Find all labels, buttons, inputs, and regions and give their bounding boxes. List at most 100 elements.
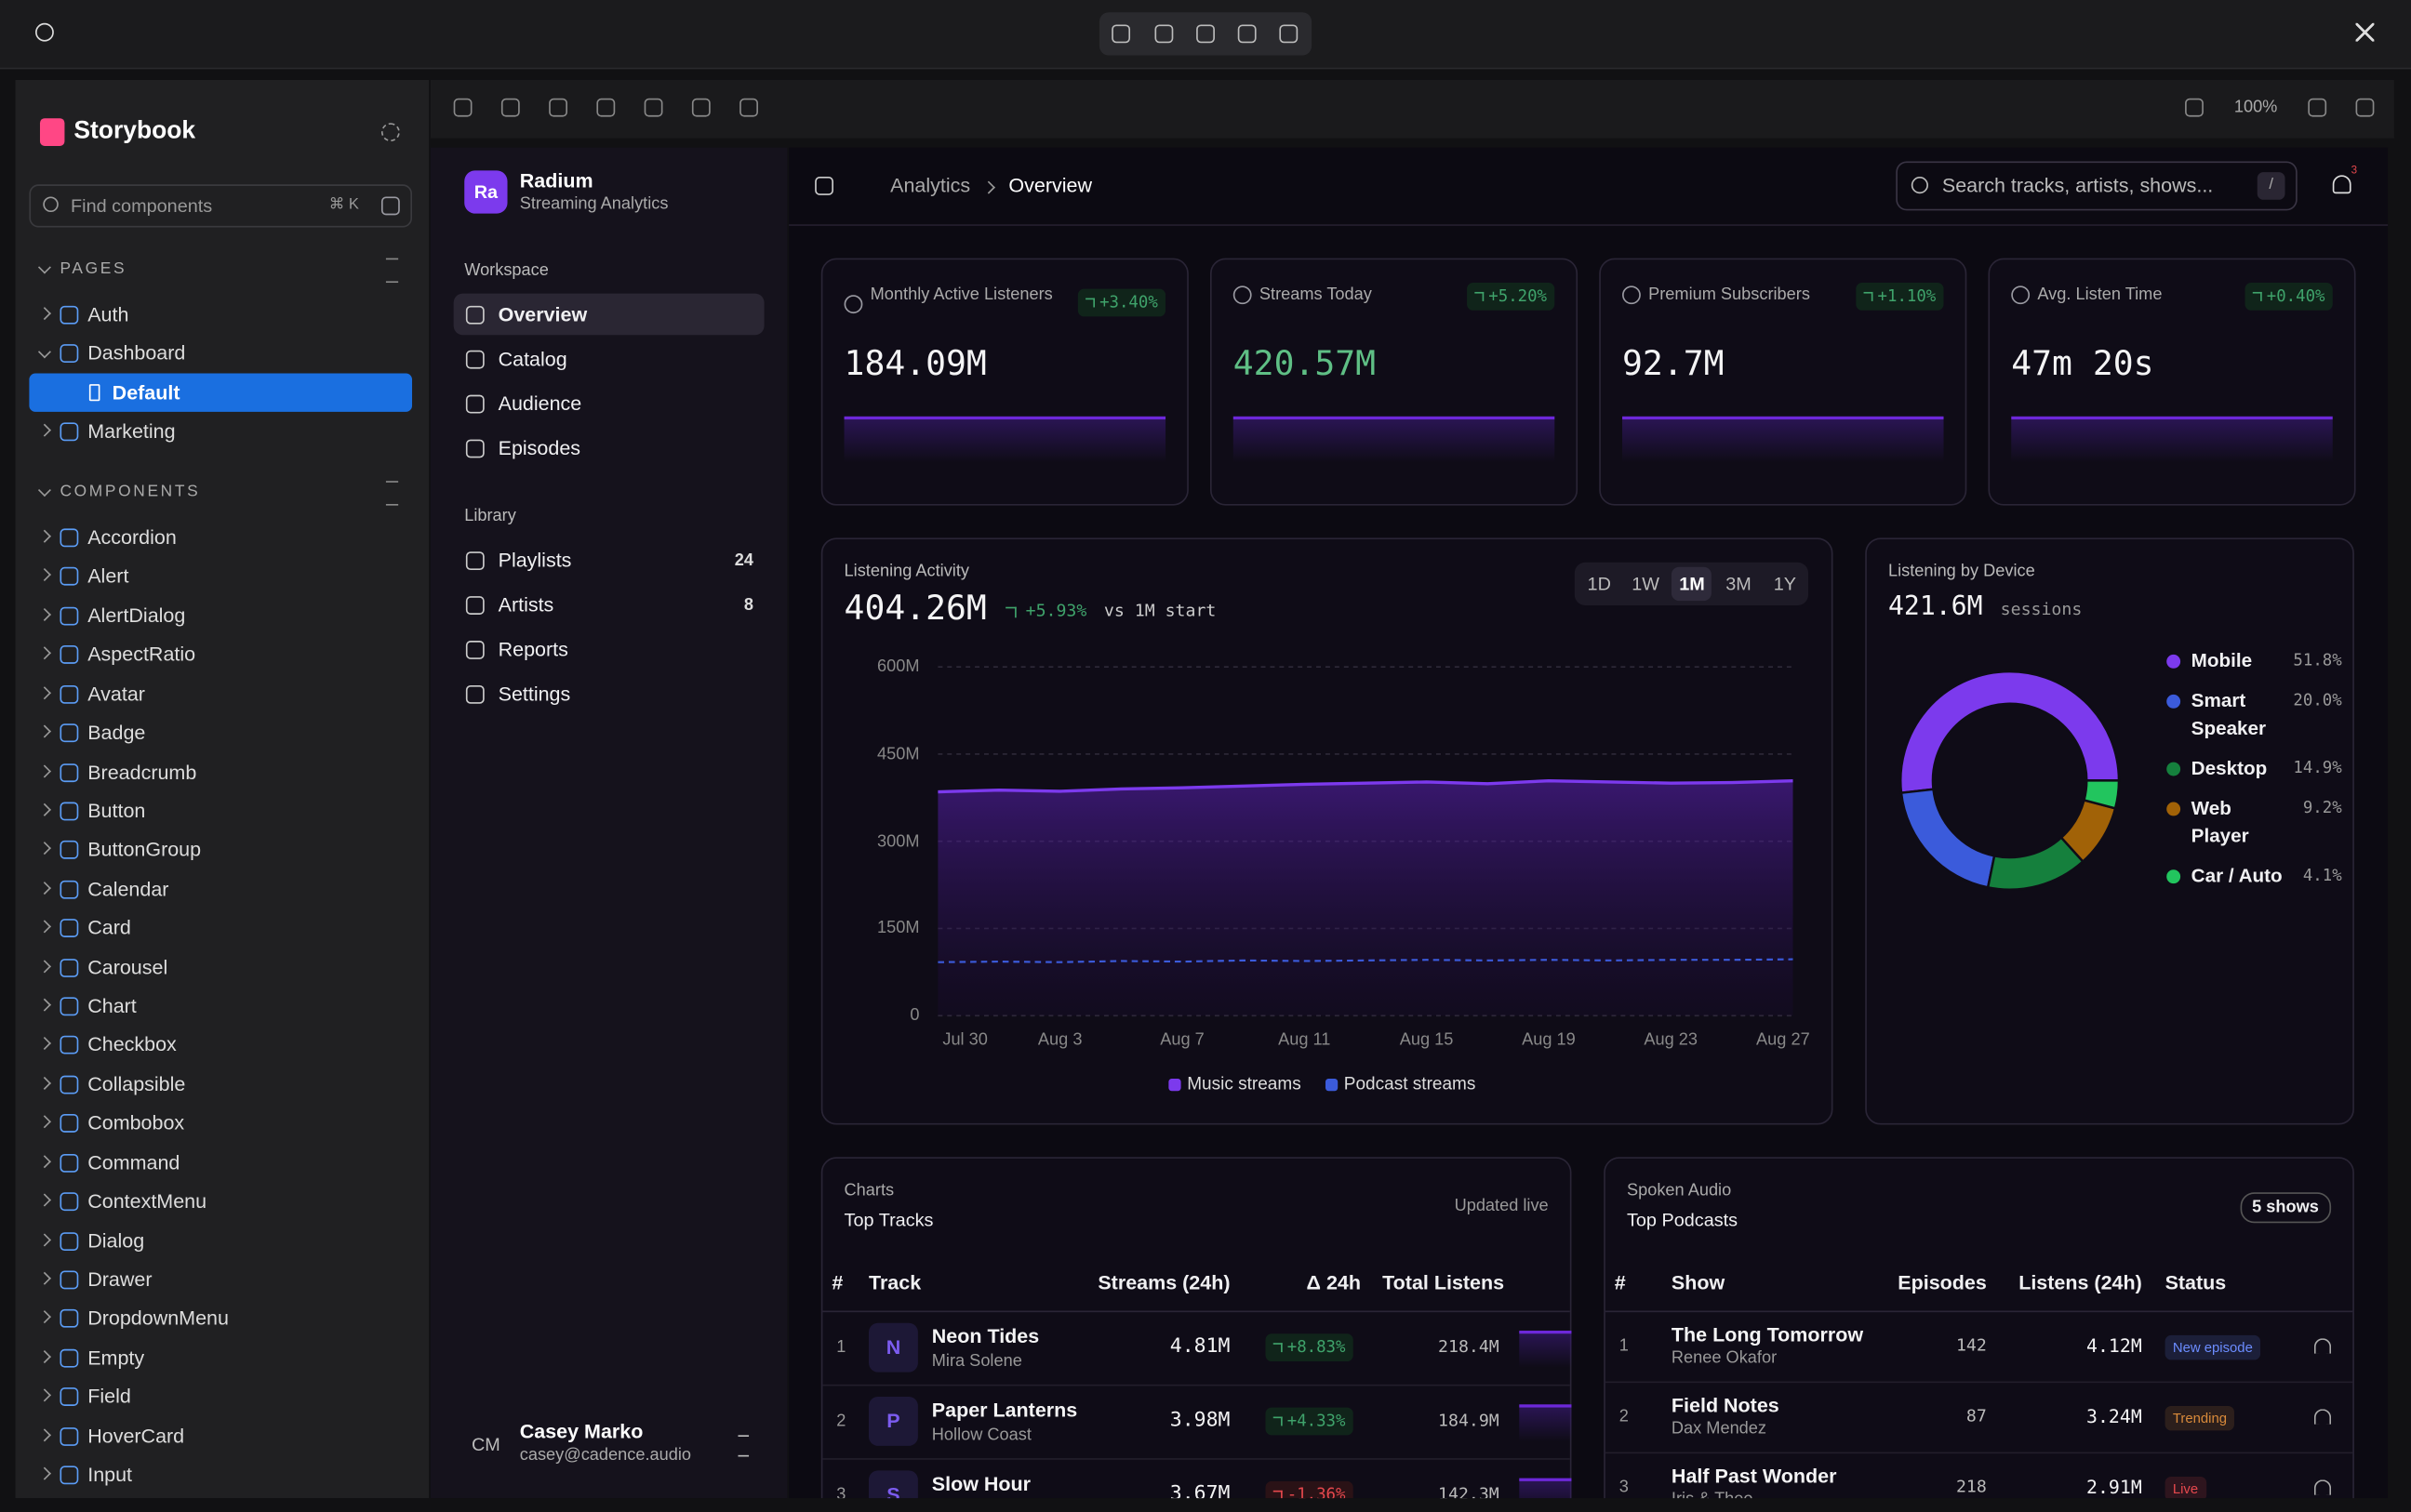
tree-item[interactable]: Field [87,1385,131,1408]
tracks-card [820,1157,1572,1499]
shortcut-key [2257,172,2285,200]
tree-item[interactable]: ContextMenu [87,1189,207,1213]
settings-icon[interactable] [380,123,400,142]
user-menu[interactable] [738,1435,750,1457]
listen-icon[interactable] [2313,1338,2332,1354]
tree-item[interactable]: Checkbox [87,1033,177,1056]
track-sparkline [1519,1330,1572,1368]
notification-count: 3 [2351,166,2358,178]
component-icon [60,606,79,626]
tree-item[interactable]: Button [87,799,146,822]
expand-icon[interactable] [385,481,399,506]
sidebar-bg [15,79,430,1499]
row-rank: 3 [836,1485,846,1505]
tree-item[interactable]: Command [87,1150,180,1174]
component-icon [60,997,79,1016]
component-icon [60,1270,79,1290]
tree-item[interactable]: Carousel [87,955,168,978]
track-sparkline [1519,1404,1572,1441]
toolbar-button [2185,98,2204,117]
track-title: Slow Hour [931,1471,1032,1495]
tree-item[interactable]: Auth [87,302,129,326]
component-icon [60,528,79,548]
track-total: 142.3M [1438,1484,1499,1505]
nav-item[interactable]: Audience [498,391,582,415]
tree-item[interactable]: Dialog [87,1228,145,1252]
track-streams: 4.81M [1169,1334,1231,1359]
track-artist: Hollow Coast [931,1426,1032,1445]
row-rank: 3 [1618,1478,1629,1497]
tree-item[interactable]: ButtonGroup [87,838,202,861]
story-icon [88,383,100,401]
legend-item: Mobile 51.8% [2161,647,2342,675]
brand-logo [464,170,508,214]
search-field[interactable] [1896,161,2298,211]
tree-item[interactable]: Collapsible [87,1072,186,1095]
listen-icon[interactable] [2313,1409,2332,1425]
range-button[interactable]: 3M [1725,573,1752,595]
selected-story[interactable] [29,373,413,412]
bell-icon[interactable] [2332,175,2351,194]
nav-item[interactable]: Episodes [498,436,581,460]
viewport-switcher[interactable] [1099,12,1312,56]
story-item[interactable]: Default [112,380,180,405]
change-badge: +1.10% [1856,283,1944,311]
show-host: Iris & Theo [1671,1490,1753,1509]
track-sparkline [1519,1478,1572,1499]
nav-item[interactable]: Catalog [498,346,567,370]
shortcut: / [2269,177,2273,194]
tree-item[interactable]: Calendar [87,877,169,900]
nav-item[interactable]: Settings [498,682,571,706]
nav-item[interactable]: Playlists [498,548,572,572]
range-button[interactable]: 1D [1587,573,1611,595]
table-title: Top Podcasts [1626,1209,1738,1231]
tree-item[interactable]: HoverCard [87,1424,185,1447]
tree-item[interactable]: Alert [87,564,129,588]
nav-item[interactable]: Artists [498,592,554,617]
tree-item[interactable]: Marketing [87,419,176,444]
tree-item[interactable]: AspectRatio [87,643,196,666]
tree-item[interactable]: Card [87,916,131,939]
component-icon [60,1466,79,1485]
component-icon [60,1426,79,1446]
show-status: Trending [2165,1405,2235,1431]
legend-value: 14.9% [2293,759,2342,778]
tree-item[interactable]: Breadcrumb [87,760,197,783]
kpi-sparkline [2011,416,2333,463]
kpi-sparkline [1622,416,1944,463]
column-header: Episodes [1898,1270,1987,1294]
breadcrumb-item[interactable]: Analytics [890,173,971,197]
tree-item[interactable]: Drawer [87,1267,153,1291]
tree-item[interactable]: Input [87,1463,133,1486]
range-button[interactable]: 1W [1632,573,1660,595]
expand-icon[interactable] [385,258,399,284]
search-icon [43,196,59,213]
nav-icon [465,350,485,369]
kpi-value: 92.7M [1622,345,1725,385]
nav-icon [465,305,485,324]
kpi-sparkline [844,416,1166,463]
search-box[interactable] [29,184,413,228]
user-initials: CM [471,1433,500,1455]
nav-item[interactable]: Overview [498,301,588,325]
change-badge: +5.20% [1467,283,1555,311]
range-active [1672,566,1712,602]
legend-dot [2166,762,2181,776]
range-button[interactable]: 1M [1679,573,1705,595]
tree-item[interactable]: Empty [87,1346,145,1369]
tree-item[interactable]: Accordion [87,525,177,549]
tree-item[interactable]: Avatar [87,682,145,705]
tree-item[interactable]: DropdownMenu [87,1306,229,1330]
close-button[interactable] [2355,22,2375,42]
listen-icon[interactable] [2313,1479,2332,1495]
tree-item[interactable]: Badge [87,721,146,744]
tree-item[interactable]: Chart [87,994,137,1017]
table-eyebrow: Charts [844,1181,895,1200]
nav-item[interactable]: Reports [498,637,568,661]
tree-item[interactable]: Combobox [87,1111,185,1134]
toolbar-button [2355,98,2375,117]
tree-item[interactable]: AlertDialog [87,603,186,627]
viewport-button [1279,24,1299,44]
tree-item[interactable]: Dashboard [87,341,186,365]
range-button[interactable]: 1Y [1773,573,1797,595]
